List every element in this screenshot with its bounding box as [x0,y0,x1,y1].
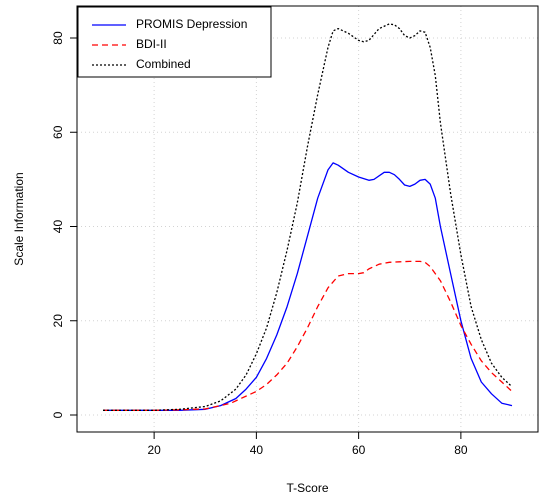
series-line-promis-depression [103,162,513,411]
y-axis: 0 20 40 60 80 [51,31,78,418]
series-line-combined [103,23,513,411]
y-tick-label: 20 [51,314,65,328]
x-axis: 20 40 60 80 [147,431,468,457]
x-axis-title: T-Score [286,481,328,495]
legend: PROMIS Depression BDI-II Combined [77,6,272,78]
legend-label: BDI-II [136,37,167,51]
y-tick-label: 60 [51,125,65,139]
y-tick-label: 0 [51,411,65,418]
x-tick-label: 80 [454,443,468,457]
legend-label: PROMIS Depression [136,17,247,31]
series-line-bdi-ii [103,260,513,411]
series-layer [103,23,513,411]
y-tick-label: 40 [51,220,65,234]
y-axis-title: Scale Information [12,172,26,265]
legend-label: Combined [136,57,191,71]
legend-box [77,6,272,78]
x-tick-label: 60 [352,443,366,457]
y-tick-label: 80 [51,31,65,45]
x-tick-label: 20 [147,443,161,457]
x-tick-label: 40 [250,443,264,457]
